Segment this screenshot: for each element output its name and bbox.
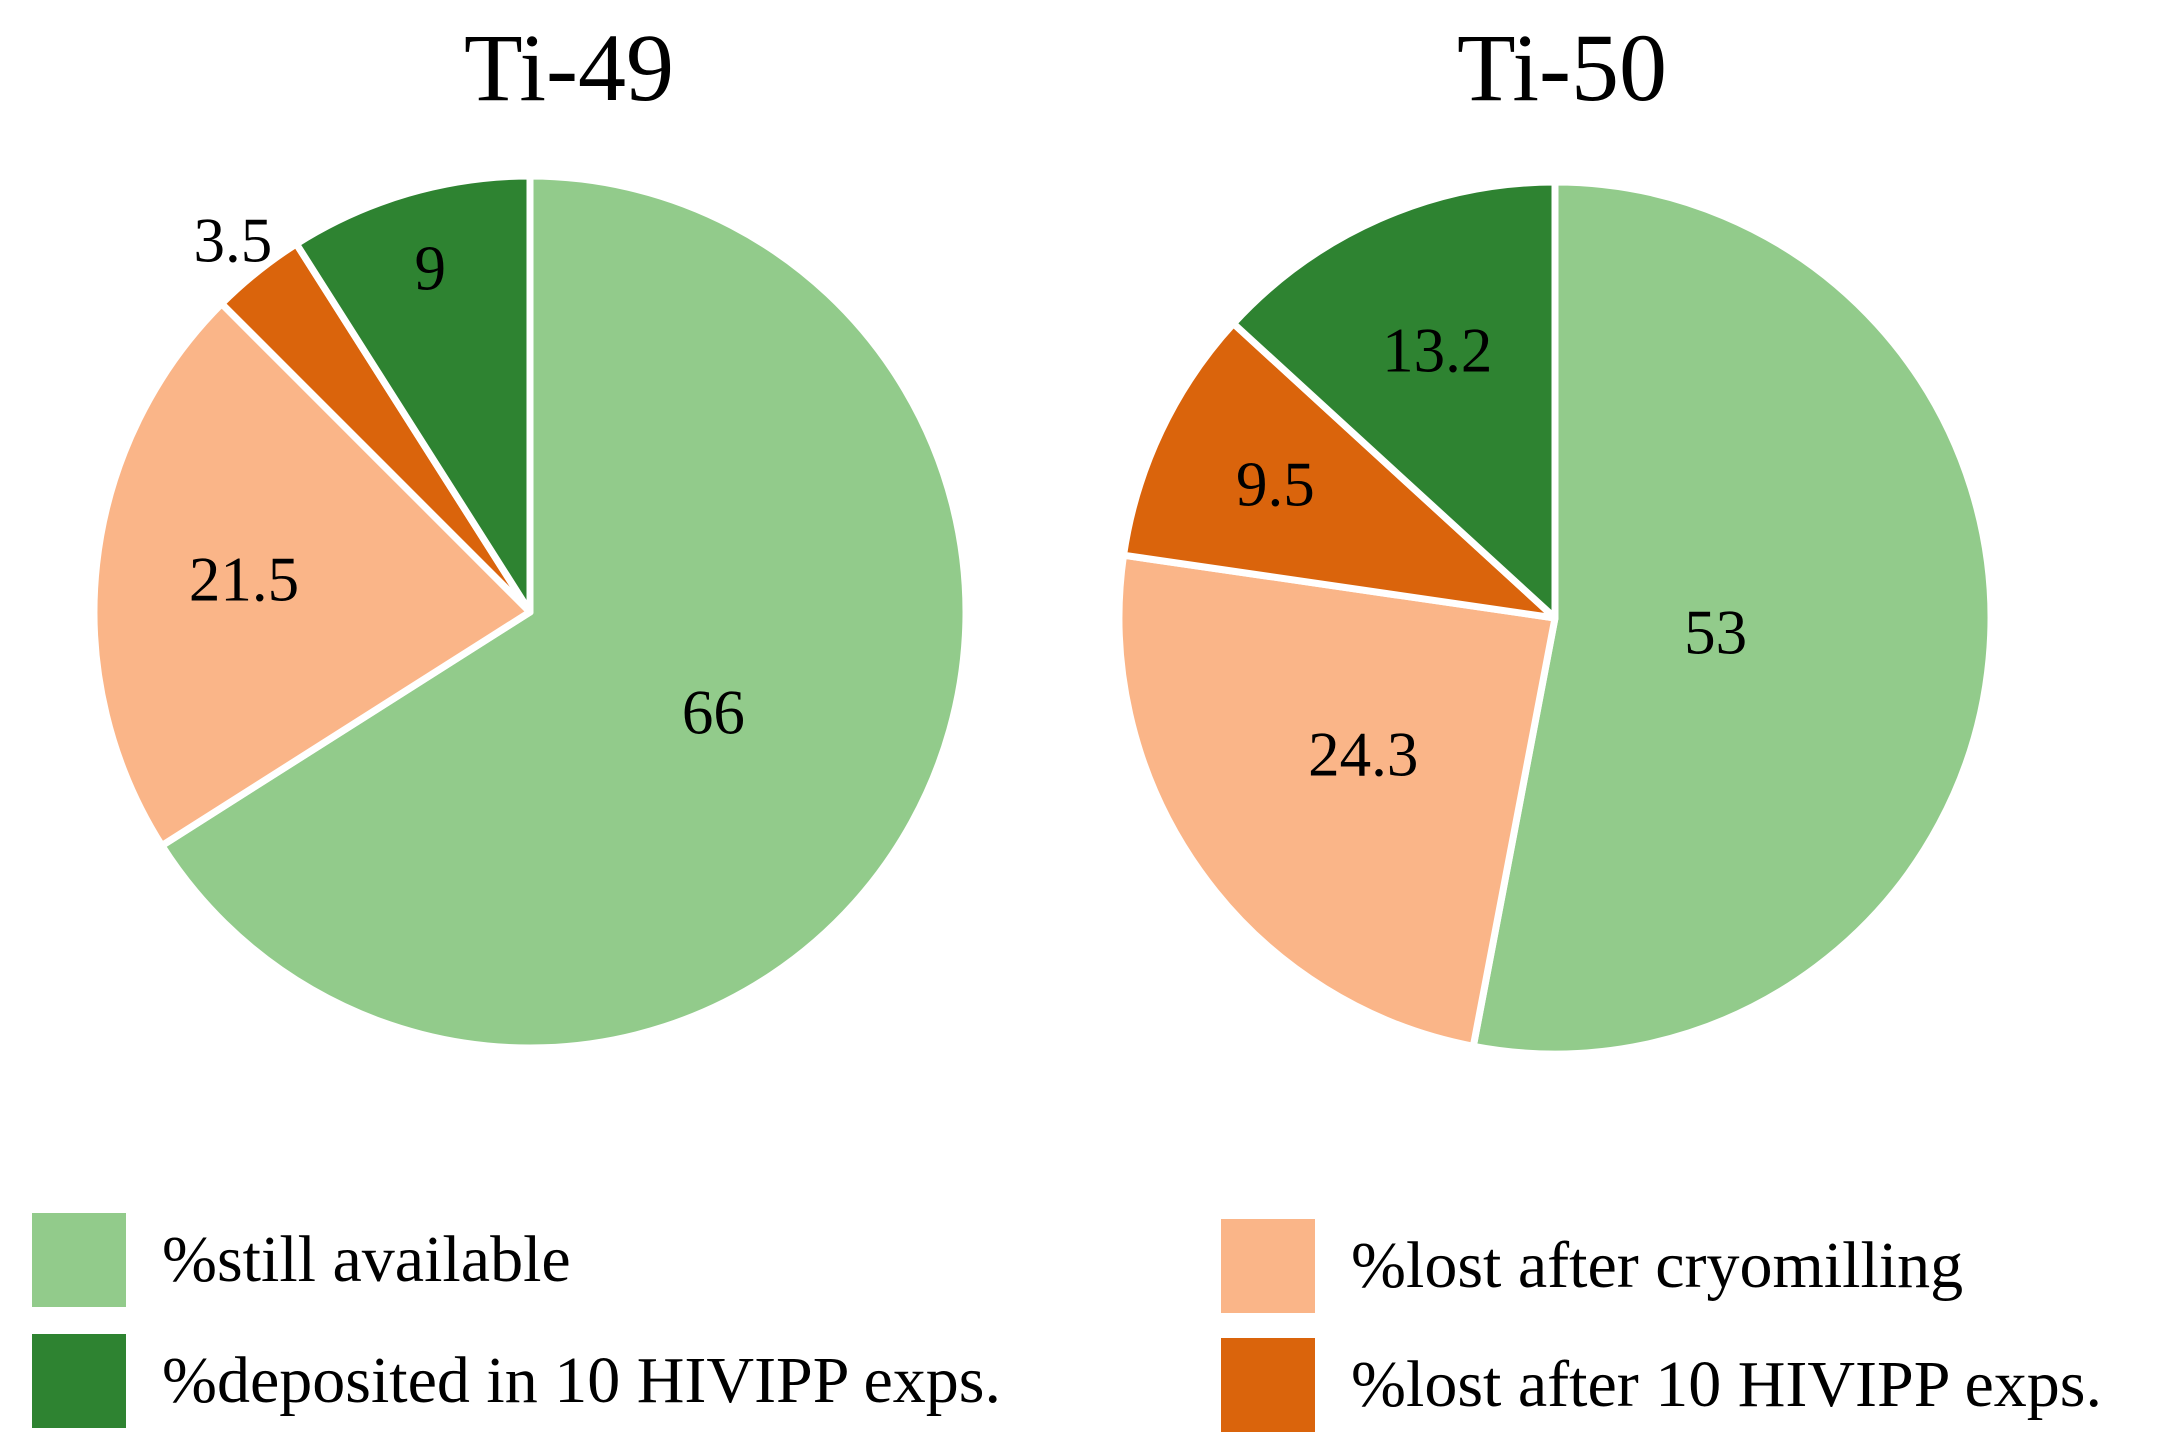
pie-svg [1115,178,1995,1058]
slice-value-label: 3.5 [193,205,273,276]
legend-label: %lost after 10 HIVIPP exps. [1351,1348,2102,1421]
slice-value-label: 9.5 [1235,449,1315,520]
slice-value-label: 66 [681,677,745,748]
legend-swatch-light-green [32,1213,126,1307]
legend-item-still-available: %still available [32,1213,571,1307]
pie-slice-24.3 [1115,551,1559,1050]
pie-slice-9 [292,172,534,616]
slice-value-label: 21.5 [188,544,300,615]
pie-slice-13.2 [1229,178,1559,622]
pie-slice-21.5 [90,300,534,850]
legend-label: %deposited in 10 HIVIPP exps. [162,1344,1001,1417]
pie-slice-66 [158,172,970,1052]
legend-item-lost-cryomilling: %lost after cryomilling [1221,1219,1963,1313]
pie-slice-53 [1469,178,1995,1058]
pie-title-ti49: Ti-49 [464,14,674,121]
pie-svg [90,172,970,1052]
pie-chart-ti49: 66 21.5 3.5 9 [90,172,970,1052]
legend-label: %still available [162,1223,571,1296]
pie-slice-9.5 [1120,320,1559,622]
pie-chart-ti50: 53 24.3 9.5 13.2 [1115,178,1995,1058]
legend-swatch-dark-green [32,1334,126,1428]
slice-value-label: 24.3 [1308,719,1419,790]
legend-label: %lost after cryomilling [1351,1229,1964,1302]
slice-value-label: 13.2 [1382,315,1493,386]
slice-value-label: 9 [414,233,447,304]
legend-item-lost-hivipp: %lost after 10 HIVIPP exps. [1221,1338,2102,1432]
legend-swatch-peach [1221,1219,1315,1313]
legend-swatch-dark-orange [1221,1338,1315,1432]
slice-value-label: 53 [1684,597,1748,668]
legend-item-deposited: %deposited in 10 HIVIPP exps. [32,1334,1001,1428]
pie-title-ti50: Ti-50 [1457,14,1667,121]
